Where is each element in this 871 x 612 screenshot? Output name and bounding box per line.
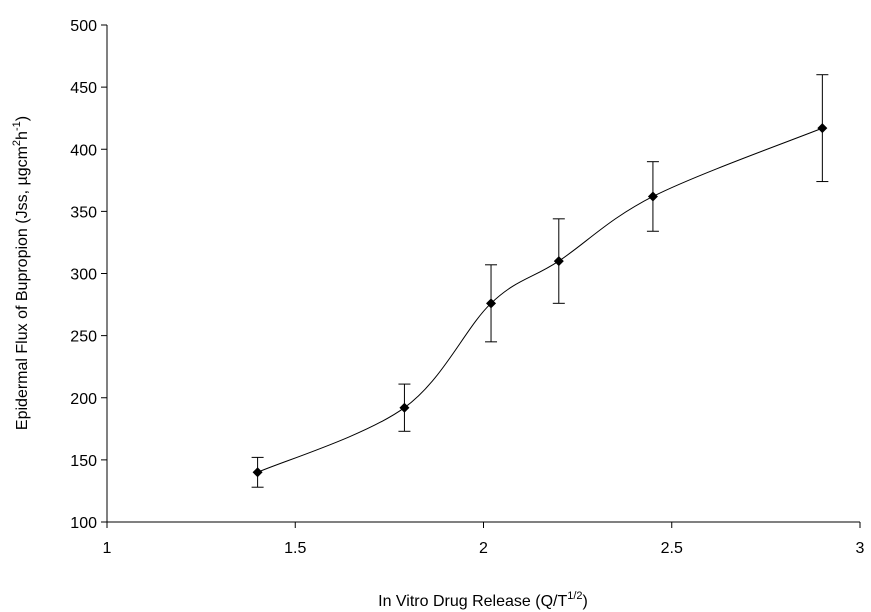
axes: [106, 25, 860, 523]
y-axis-title: Epidermal Flux of Bupropion (Jss, µgcm2h…: [11, 116, 31, 430]
x-axis-title-close: ): [583, 593, 588, 610]
y-tick-label: 150: [70, 453, 97, 470]
data-point: [553, 256, 564, 267]
y-tick-label: 300: [70, 267, 97, 284]
y-tick-label: 500: [70, 18, 97, 35]
y-tick-label: 250: [70, 329, 97, 346]
y-tick-label: 350: [70, 204, 97, 221]
x-axis-title: In Vitro Drug Release (Q/T1/2): [378, 590, 588, 610]
x-tick-label: 2: [479, 540, 488, 557]
series-line: [257, 127, 823, 473]
y-axis-title-sup2: -1: [11, 121, 23, 131]
x-axis-title-sup: 1/2: [567, 590, 582, 602]
x-tick-label: 1: [103, 540, 112, 557]
y-axis-title-part3: ): [14, 116, 31, 121]
y-axis-title-sup1: 2: [11, 140, 23, 146]
x-tick-label: 2.5: [661, 540, 683, 557]
y-tick-label: 400: [70, 142, 97, 159]
data-point: [252, 467, 263, 478]
x-axis-title-text: In Vitro Drug Release (Q/T: [378, 593, 567, 610]
data-point: [817, 123, 828, 134]
data-point: [486, 298, 497, 309]
y-tick-label: 200: [70, 391, 97, 408]
x-tick-label: 1.5: [284, 540, 306, 557]
y-axis-title-part1: Epidermal Flux of Bupropion (Jss, µgcm: [14, 146, 31, 430]
ticks: 100 150 200 250 300 350 400 450 500 1 1.5 2 2.5 3: [70, 18, 864, 557]
data-point: [647, 191, 658, 202]
y-tick-label: 100: [70, 515, 97, 532]
y-axis-title-part2: h: [14, 131, 31, 140]
data-point: [399, 402, 410, 413]
series: [251, 74, 829, 488]
x-tick-label: 3: [856, 540, 865, 557]
y-tick-label: 450: [70, 80, 97, 97]
